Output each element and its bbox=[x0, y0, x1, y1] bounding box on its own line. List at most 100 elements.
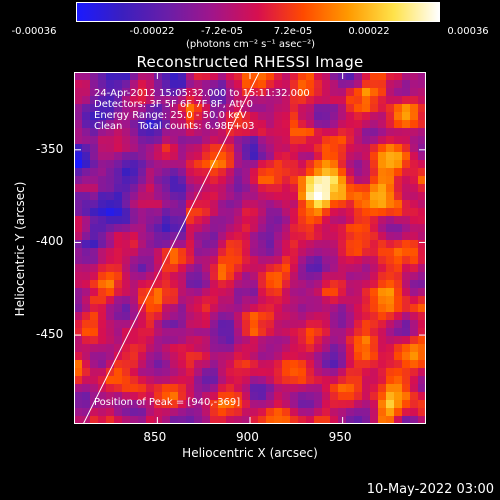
heatmap-cell bbox=[298, 216, 307, 225]
heatmap-cell bbox=[314, 312, 323, 321]
heatmap-cell bbox=[82, 72, 91, 81]
heatmap-cell bbox=[138, 384, 147, 393]
heatmap-cell bbox=[122, 336, 131, 345]
heatmap-cell bbox=[242, 240, 251, 249]
heatmap-cell bbox=[354, 384, 363, 393]
heatmap-cell bbox=[130, 248, 139, 257]
heatmap-cell bbox=[378, 264, 387, 273]
heatmap-cell bbox=[98, 304, 107, 313]
heatmap-cell bbox=[98, 80, 107, 89]
heatmap-cell bbox=[322, 256, 331, 265]
heatmap-cell bbox=[130, 224, 139, 233]
heatmap-cell bbox=[114, 144, 123, 153]
heatmap-cell bbox=[394, 352, 403, 361]
heatmap-cell bbox=[330, 200, 339, 209]
heatmap-cell bbox=[218, 232, 227, 241]
heatmap-cell bbox=[234, 184, 243, 193]
heatmap-cell bbox=[170, 216, 179, 225]
heatmap-cell bbox=[282, 176, 291, 185]
heatmap-cell bbox=[290, 160, 299, 169]
heatmap-cell bbox=[162, 360, 171, 369]
heatmap-cell bbox=[178, 128, 187, 137]
heatmap-cell bbox=[410, 392, 419, 401]
heatmap-cell bbox=[146, 264, 155, 273]
heatmap-cell bbox=[122, 176, 131, 185]
heatmap-cell bbox=[170, 320, 179, 329]
heatmap-cell bbox=[186, 72, 195, 81]
heatmap-cell bbox=[386, 200, 395, 209]
heatmap-cell bbox=[402, 104, 411, 113]
heatmap-cell bbox=[306, 144, 315, 153]
heatmap-cell bbox=[106, 368, 115, 377]
heatmap-cell bbox=[306, 248, 315, 257]
heatmap-cell bbox=[394, 152, 403, 161]
heatmap-cell bbox=[226, 224, 235, 233]
heatmap-cell bbox=[338, 344, 347, 353]
heatmap-cell bbox=[226, 104, 235, 113]
heatmap-cell bbox=[362, 120, 371, 129]
heatmap-cell bbox=[154, 240, 163, 249]
heatmap-cell bbox=[322, 416, 331, 424]
heatmap-cell bbox=[162, 392, 171, 401]
heatmap-cell bbox=[338, 288, 347, 297]
heatmap-cell bbox=[250, 360, 259, 369]
heatmap-cell bbox=[394, 312, 403, 321]
heatmap-cell bbox=[194, 256, 203, 265]
heatmap-cell bbox=[122, 320, 131, 329]
heatmap-cell bbox=[330, 272, 339, 281]
heatmap-cell bbox=[170, 360, 179, 369]
heatmap-cell bbox=[74, 192, 83, 201]
heatmap-cell bbox=[250, 112, 259, 121]
heatmap-cell bbox=[266, 312, 275, 321]
heatmap-cell bbox=[282, 416, 291, 424]
heatmap-cell bbox=[122, 120, 131, 129]
heatmap-cell bbox=[98, 400, 107, 409]
heatmap-cell bbox=[394, 328, 403, 337]
heatmap-cell bbox=[274, 368, 283, 377]
heatmap-cell bbox=[202, 376, 211, 385]
heatmap-cell bbox=[274, 88, 283, 97]
heatmap-cell bbox=[178, 168, 187, 177]
heatmap-cell bbox=[210, 296, 219, 305]
heatmap-cell bbox=[266, 272, 275, 281]
heatmap-cell bbox=[74, 144, 83, 153]
heatmap-cell bbox=[122, 88, 131, 97]
heatmap-cell bbox=[354, 72, 363, 81]
heatmap-cell bbox=[314, 304, 323, 313]
heatmap-cell bbox=[98, 376, 107, 385]
heatmap-cell bbox=[90, 224, 99, 233]
heatmap-cell bbox=[314, 216, 323, 225]
heatmap-cell bbox=[370, 120, 379, 129]
heatmap-cell bbox=[410, 280, 419, 289]
heatmap-cell bbox=[322, 328, 331, 337]
heatmap-cell bbox=[146, 368, 155, 377]
heatmap-cell bbox=[186, 256, 195, 265]
heatmap-cell bbox=[402, 176, 411, 185]
heatmap-cell bbox=[146, 232, 155, 241]
heatmap-cell bbox=[354, 200, 363, 209]
heatmap-cell bbox=[226, 200, 235, 209]
heatmap-cell bbox=[290, 328, 299, 337]
annotation-detectors: Detectors: 3F 5F 6F 7F 8F, Att 0 bbox=[94, 99, 254, 110]
heatmap-cell bbox=[146, 200, 155, 209]
heatmap-cell bbox=[226, 328, 235, 337]
heatmap-cell bbox=[266, 248, 275, 257]
heatmap-cell bbox=[330, 320, 339, 329]
heatmap-cell bbox=[178, 328, 187, 337]
heatmap-cell bbox=[378, 416, 387, 424]
heatmap-cell bbox=[314, 136, 323, 145]
heatmap-cell bbox=[330, 304, 339, 313]
heatmap-cell bbox=[282, 96, 291, 105]
heatmap-cell bbox=[282, 240, 291, 249]
heatmap-cell bbox=[242, 144, 251, 153]
heatmap-cell bbox=[194, 72, 203, 81]
heatmap-cell bbox=[418, 224, 426, 233]
heatmap-cell bbox=[162, 232, 171, 241]
heatmap-cell bbox=[338, 384, 347, 393]
heatmap-cell bbox=[378, 256, 387, 265]
heatmap-cell bbox=[322, 208, 331, 217]
heatmap-cell bbox=[138, 168, 147, 177]
heatmap-cell bbox=[418, 184, 426, 193]
heatmap-cell bbox=[330, 144, 339, 153]
heatmap-cell bbox=[234, 216, 243, 225]
